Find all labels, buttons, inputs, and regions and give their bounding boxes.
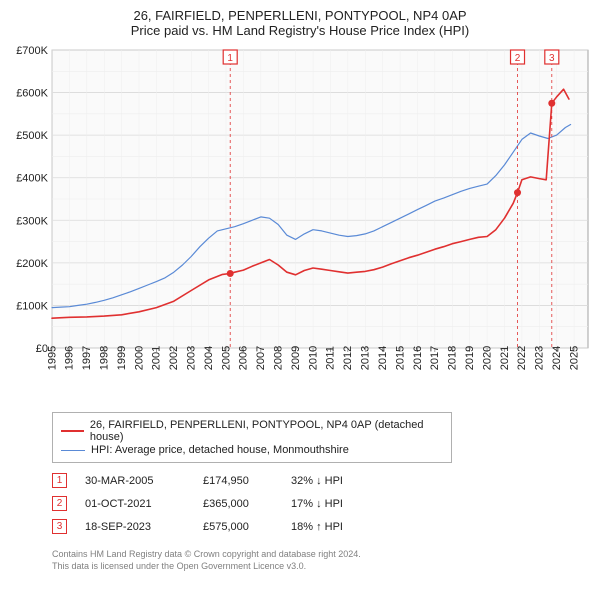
svg-text:2024: 2024 [551,346,563,370]
title-subtitle: Price paid vs. HM Land Registry's House … [6,23,594,38]
legend: 26, FAIRFIELD, PENPERLLENI, PONTYPOOL, N… [52,412,452,463]
svg-text:2013: 2013 [360,346,372,370]
chart-container: £0£100K£200K£300K£400K£500K£600K£700K199… [6,44,594,404]
svg-text:2007: 2007 [255,346,267,370]
svg-text:2009: 2009 [290,346,302,370]
svg-text:£500K: £500K [16,130,48,142]
svg-text:2010: 2010 [307,346,319,370]
footer-line-1: Contains HM Land Registry data © Crown c… [52,548,552,560]
svg-text:2005: 2005 [220,346,232,370]
svg-text:2012: 2012 [342,346,354,370]
svg-text:2022: 2022 [516,346,528,370]
svg-text:2011: 2011 [325,346,337,370]
event-row: 2 01-OCT-2021 £365,000 17% ↓ HPI [52,496,594,511]
svg-text:1996: 1996 [64,346,76,370]
event-delta: 32% ↓ HPI [291,475,343,487]
svg-text:£200K: £200K [16,258,48,270]
svg-text:2006: 2006 [238,346,250,370]
line-chart: £0£100K£200K£300K£400K£500K£600K£700K199… [6,44,594,404]
legend-label-price-paid: 26, FAIRFIELD, PENPERLLENI, PONTYPOOL, N… [90,419,443,443]
svg-text:3: 3 [549,53,555,64]
event-delta: 17% ↓ HPI [291,498,343,510]
event-delta: 18% ↑ HPI [291,521,343,533]
svg-text:2021: 2021 [499,346,511,370]
svg-text:1997: 1997 [81,346,93,370]
svg-text:2018: 2018 [447,346,459,370]
svg-text:£400K: £400K [16,173,48,185]
svg-text:2003: 2003 [186,346,198,370]
event-row: 1 30-MAR-2005 £174,950 32% ↓ HPI [52,473,594,488]
svg-text:1: 1 [227,53,233,64]
svg-text:2014: 2014 [377,346,389,370]
svg-text:2001: 2001 [151,346,163,370]
legend-swatch-hpi [61,450,85,451]
svg-text:£700K: £700K [16,45,48,57]
svg-text:£600K: £600K [16,88,48,100]
svg-text:£300K: £300K [16,215,48,227]
svg-text:1998: 1998 [99,346,111,370]
svg-text:£100K: £100K [16,300,48,312]
svg-text:2004: 2004 [203,346,215,370]
sale-events: 1 30-MAR-2005 £174,950 32% ↓ HPI 2 01-OCT-202… [52,473,594,534]
footer-attribution: Contains HM Land Registry data © Crown c… [52,548,552,572]
title-address: 26, FAIRFIELD, PENPERLLENI, PONTYPOOL, N… [6,8,594,23]
legend-swatch-price-paid [61,430,84,432]
svg-text:2023: 2023 [534,346,546,370]
event-price: £575,000 [203,521,273,533]
event-date: 30-MAR-2005 [85,475,185,487]
svg-text:2017: 2017 [429,346,441,370]
svg-text:2002: 2002 [168,346,180,370]
svg-text:2000: 2000 [133,346,145,370]
event-row: 3 18-SEP-2023 £575,000 18% ↑ HPI [52,519,594,534]
svg-text:2016: 2016 [412,346,424,370]
legend-row-price-paid: 26, FAIRFIELD, PENPERLLENI, PONTYPOOL, N… [61,419,443,443]
svg-text:1995: 1995 [46,346,58,370]
svg-text:1999: 1999 [116,346,128,370]
svg-text:2020: 2020 [481,346,493,370]
event-price: £365,000 [203,498,273,510]
event-price: £174,950 [203,475,273,487]
footer-line-2: This data is licensed under the Open Gov… [52,560,552,572]
svg-text:2008: 2008 [273,346,285,370]
svg-text:2015: 2015 [394,346,406,370]
event-marker: 2 [52,496,67,511]
event-date: 01-OCT-2021 [85,498,185,510]
event-date: 18-SEP-2023 [85,521,185,533]
event-marker: 3 [52,519,67,534]
legend-label-hpi: HPI: Average price, detached house, Monm… [91,444,349,456]
legend-row-hpi: HPI: Average price, detached house, Monm… [61,444,443,456]
svg-text:2: 2 [515,53,521,64]
event-marker: 1 [52,473,67,488]
svg-text:2025: 2025 [568,346,580,370]
svg-text:2019: 2019 [464,346,476,370]
